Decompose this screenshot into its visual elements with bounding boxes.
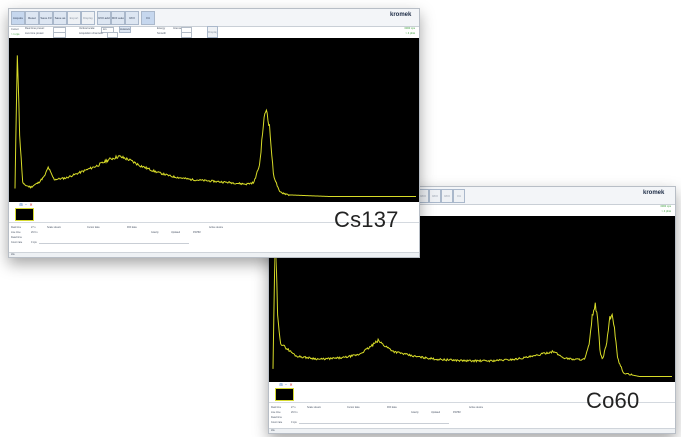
countrate-stat-value: 0 cps bbox=[291, 421, 297, 424]
gravity-header: Gravity bbox=[411, 411, 419, 414]
save-as-button[interactable]: Save as F4 bbox=[53, 11, 67, 25]
roi-clear-button[interactable]: ROI clear F9 bbox=[441, 189, 453, 203]
autoscale-button[interactable]: Autoscale bbox=[119, 26, 131, 33]
status-bar: Idle bbox=[269, 428, 675, 433]
export-button[interactable]: Export F5 bbox=[67, 11, 81, 25]
cursor-data-header: Cursor data bbox=[87, 226, 100, 229]
photon-rate-readout: > 4 phot bbox=[405, 32, 415, 35]
roi-clear-button[interactable]: ROI clear F9 bbox=[125, 11, 139, 25]
fit-button[interactable]: Fit bbox=[141, 11, 155, 25]
thumbnail-strip: ⊞ − ✕ bbox=[269, 382, 675, 401]
updated-header: Updated bbox=[431, 411, 441, 414]
realtime-stat-value: 27 s bbox=[31, 226, 36, 229]
spectrum-thumbnail[interactable] bbox=[275, 388, 294, 401]
count-rate-bar bbox=[39, 243, 189, 244]
realtime-stat-label: Real time bbox=[11, 226, 22, 229]
scale-stream-header: Scale stream bbox=[307, 406, 321, 409]
countrate-stat-value: 0 cps bbox=[31, 241, 37, 244]
count-rate-readout: 0000 cps bbox=[404, 27, 415, 30]
cursor-data-header: Cursor data bbox=[347, 406, 360, 409]
spectrum-window-cs137: Acquire STOP Reset F2 Save F3 Save as F4… bbox=[8, 8, 420, 258]
deadtime-stat-label: Dead time bbox=[11, 236, 22, 239]
minus-icon[interactable]: − bbox=[24, 202, 28, 207]
spectrum-chart bbox=[14, 55, 416, 197]
active-device-header: Active device bbox=[209, 226, 224, 229]
close-icon[interactable]: ✕ bbox=[29, 202, 33, 207]
spectrum-series-line bbox=[272, 223, 672, 377]
kromek-logo: kromek bbox=[643, 190, 665, 196]
roi-auto-button[interactable]: ROI auto F8 bbox=[111, 11, 125, 25]
acquisition-channels-select[interactable] bbox=[107, 32, 118, 38]
livetime-stat-label: Live time bbox=[11, 231, 21, 234]
livetime-stat-value: 26.6 s bbox=[291, 411, 298, 414]
realtime-preset-label: Real time preset: bbox=[25, 27, 45, 30]
statistics-panel: Real time 27 s Live time 26.6 s Dead tim… bbox=[269, 402, 675, 430]
scale-stream-header: Scale stream bbox=[47, 226, 61, 229]
energy-label: Energy bbox=[157, 27, 166, 30]
save-button[interactable]: Save F3 bbox=[39, 11, 53, 25]
smooth-label: Smooth bbox=[157, 32, 166, 35]
thumbnail-strip: ⊞ − ✕ bbox=[9, 202, 419, 221]
reset-button[interactable]: Reset F2 bbox=[25, 11, 39, 25]
gravity-header: Gravity bbox=[151, 231, 159, 234]
spectrum-plot[interactable] bbox=[9, 38, 419, 202]
livetime-stat-value: 26.6 s bbox=[31, 231, 38, 234]
kromek-logo: kromek bbox=[390, 12, 412, 18]
display-button[interactable]: Display F6 bbox=[81, 11, 95, 25]
roi-add-button[interactable]: ROI add F7 bbox=[97, 11, 111, 25]
livetime-preset-field[interactable] bbox=[53, 32, 66, 38]
realtime-stat-label: Real time bbox=[271, 406, 282, 409]
realtime-stat-value: 27 s bbox=[291, 406, 296, 409]
roi-data-header: ROI data bbox=[127, 226, 137, 229]
toolbar: Acquire STOP Reset F2 Save F3 Save as F4… bbox=[9, 9, 419, 27]
cursor-value: > 1 cps bbox=[11, 33, 20, 36]
interval-field-2[interactable] bbox=[181, 32, 192, 38]
fwhm-header: FWHM bbox=[193, 231, 201, 234]
status-bar: Idle bbox=[9, 252, 419, 257]
countrate-stat-label: Count rate bbox=[271, 421, 283, 424]
deadtime-stat-label: Dead time bbox=[271, 416, 282, 419]
roi-auto-button[interactable]: ROI auto F8 bbox=[429, 189, 441, 203]
countrate-stat-label: Count rate bbox=[11, 241, 23, 244]
fwhm-header: FWHM bbox=[453, 411, 461, 414]
add-spectrum-icon[interactable]: ⊞ bbox=[19, 202, 23, 207]
vertical-scale-label: Vertical scale: bbox=[79, 27, 96, 30]
spectrum-series-line bbox=[14, 55, 416, 197]
active-device-header: Active device bbox=[469, 406, 484, 409]
livetime-preset-label: Live time preset: bbox=[25, 32, 45, 35]
spectrum-thumbnail[interactable] bbox=[15, 208, 34, 221]
fit-button[interactable]: Fit bbox=[453, 189, 465, 203]
acquire-button[interactable]: Acquire STOP bbox=[11, 11, 25, 25]
add-spectrum-icon[interactable]: ⊞ bbox=[279, 382, 283, 387]
close-icon[interactable]: ✕ bbox=[289, 382, 293, 387]
isotope-label-cs137: Cs137 bbox=[334, 207, 399, 232]
updated-header: Updated bbox=[171, 231, 181, 234]
photon-rate-readout: > 4 phot bbox=[661, 210, 671, 213]
roi-data-header: ROI data bbox=[387, 406, 397, 409]
isotope-label-co60: Co60 bbox=[586, 388, 640, 413]
statistics-panel: Real time 27 s Live time 26.6 s Dead tim… bbox=[9, 222, 419, 254]
acquisition-channels-label: Acquisition channels: bbox=[79, 32, 104, 35]
count-rate-readout: 0000 cps bbox=[660, 205, 671, 208]
cursor-label: Cursor bbox=[11, 28, 19, 31]
livetime-stat-label: Live time bbox=[271, 411, 281, 414]
count-rate-bar bbox=[299, 423, 449, 424]
minus-icon[interactable]: − bbox=[284, 382, 288, 387]
spectrum-chart bbox=[272, 223, 672, 377]
display-mode-button[interactable]: Display bbox=[207, 26, 218, 38]
interval-label: Interval bbox=[173, 27, 182, 30]
